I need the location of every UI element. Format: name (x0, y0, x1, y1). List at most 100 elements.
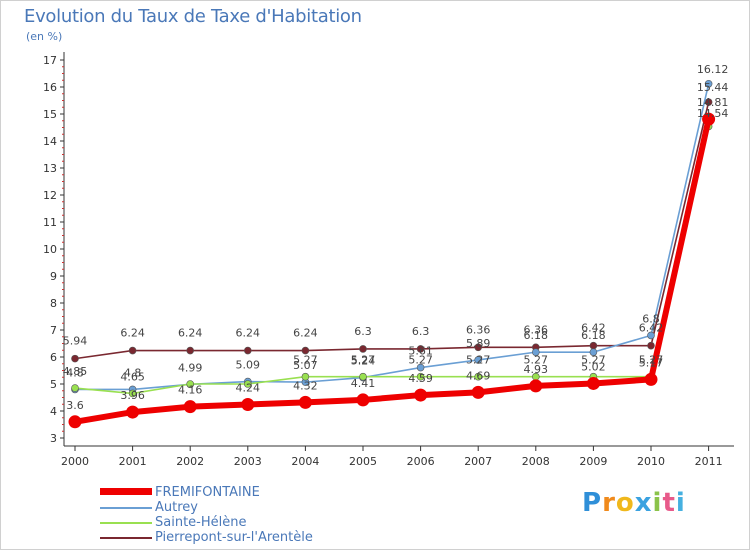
data-label: 4.8 (66, 366, 84, 379)
data-point (301, 346, 310, 355)
data-label: 16.12 (697, 63, 729, 76)
data-point (474, 356, 483, 364)
data-point (414, 388, 428, 402)
data-point (589, 348, 598, 356)
y-tick-label: 14 (43, 135, 57, 148)
data-point (644, 372, 658, 386)
data-point (416, 345, 425, 353)
data-label: 4.24 (236, 382, 261, 395)
data-label: 5.27 (466, 354, 491, 367)
data-point (356, 393, 370, 407)
data-label: 6.18 (524, 329, 549, 342)
data-label: 5.07 (293, 359, 318, 372)
data-point (586, 376, 600, 390)
legend-label-sainte-helene: Sainte-Hélène (155, 515, 247, 530)
series-line-3 (74, 101, 710, 360)
data-label: 4.41 (351, 377, 376, 390)
data-label: 4.99 (178, 361, 203, 374)
y-tick-label: 13 (43, 162, 57, 175)
data-point (471, 385, 485, 399)
data-label: 5.61 (408, 345, 433, 358)
data-label: 4.59 (408, 372, 433, 385)
data-label: 6.36 (524, 323, 549, 336)
data-point (647, 341, 655, 350)
y-tick-label: 15 (43, 108, 57, 121)
logo-letter: r (602, 488, 616, 518)
data-point (589, 341, 598, 350)
data-point (647, 331, 655, 340)
series-line-0 (74, 118, 712, 425)
logo-letter: x (634, 488, 653, 518)
data-point (704, 79, 713, 88)
data-label: 5.94 (63, 335, 88, 348)
data-label: 14.54 (697, 107, 729, 120)
y-tick-label: 16 (43, 81, 57, 94)
data-point (702, 112, 716, 126)
y-tick-label: 11 (43, 216, 57, 229)
data-label: 6.24 (120, 327, 145, 340)
x-tick-label: 2002 (176, 455, 204, 468)
data-label: 6.24 (293, 327, 318, 340)
data-label: 6.18 (581, 329, 606, 342)
data-label: 6.36 (466, 323, 491, 336)
y-axis-unit: (en %) (26, 30, 63, 43)
data-label: 6.3 (412, 325, 430, 338)
data-point (241, 398, 255, 412)
data-label: 4.8 (124, 366, 142, 379)
data-label: 5.27 (351, 354, 376, 367)
y-tick-label: 6 (50, 351, 57, 364)
legend-label-autrey: Autrey (155, 500, 198, 515)
data-label: 4.69 (466, 369, 491, 382)
data-label: 6.42 (581, 322, 606, 335)
data-label: 5.27 (581, 354, 606, 367)
legend-label-pierrepont: Pierrepont-sur-l'Arentèle (155, 530, 313, 545)
data-point (474, 343, 483, 352)
x-tick-label: 2011 (695, 455, 723, 468)
x-tick-label: 2006 (407, 455, 435, 468)
data-point (244, 380, 252, 388)
data-point (416, 363, 425, 372)
x-tick-label: 2005 (349, 455, 377, 468)
y-tick-label: 9 (50, 270, 57, 283)
series-line-1 (75, 83, 710, 391)
data-label: 14.81 (697, 96, 729, 109)
y-tick-label: 3 (50, 432, 57, 445)
legend: FREMIFONTAINE Autrey Sainte-Hélène Pierr… (100, 485, 360, 546)
data-label: 6.24 (236, 327, 261, 340)
data-label: 5.27 (639, 354, 664, 367)
data-label: 6.42 (639, 322, 664, 335)
data-point (359, 372, 367, 381)
y-tick-label: 12 (43, 189, 57, 202)
data-point (474, 372, 483, 381)
data-label: 4.16 (178, 384, 203, 397)
x-tick-label: 2000 (61, 455, 89, 468)
data-label: 15.44 (697, 81, 729, 94)
logo-letter: P (582, 488, 603, 518)
legend-item-autrey: Autrey (100, 500, 360, 516)
proxiti-logo: Proxiti (582, 488, 686, 518)
x-tick-label: 2007 (464, 455, 492, 468)
data-label: 5.24 (351, 355, 376, 368)
data-label: 5.89 (466, 337, 491, 350)
data-label: 4.93 (524, 363, 549, 376)
data-label: 5.27 (524, 354, 549, 367)
data-point (531, 348, 540, 356)
data-point (183, 400, 197, 414)
data-label: 5.02 (581, 360, 606, 373)
data-point (416, 372, 425, 381)
logo-letter: t (662, 488, 676, 518)
data-point (126, 405, 140, 419)
data-point (71, 354, 79, 363)
data-label: 4.85 (63, 365, 88, 378)
y-tick-label: 5 (50, 378, 57, 391)
data-point (186, 346, 194, 355)
data-label: 6.8 (642, 312, 660, 325)
data-point (186, 380, 194, 388)
logo-letter: i (675, 488, 686, 518)
chart-title: Evolution du Taux de Taxe d'Habitation (24, 6, 362, 27)
x-tick-label: 2003 (234, 455, 262, 468)
data-point (359, 345, 367, 353)
data-label: 4.32 (293, 379, 318, 392)
